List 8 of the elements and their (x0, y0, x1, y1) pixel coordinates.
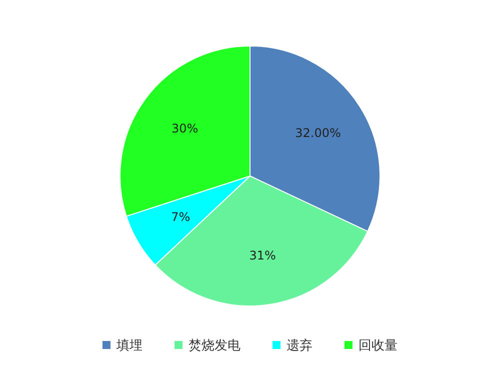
legend-label: 遗弃 (286, 338, 312, 354)
legend-label: 回收量 (358, 338, 398, 354)
data-label: 31% (249, 248, 276, 263)
data-label: 30% (171, 122, 198, 136)
legend-label: 焚烧发电 (188, 338, 240, 354)
legend-label: 填埋 (116, 338, 142, 354)
data-label: 7% (171, 210, 190, 224)
data-label: 32.00% (295, 126, 341, 140)
